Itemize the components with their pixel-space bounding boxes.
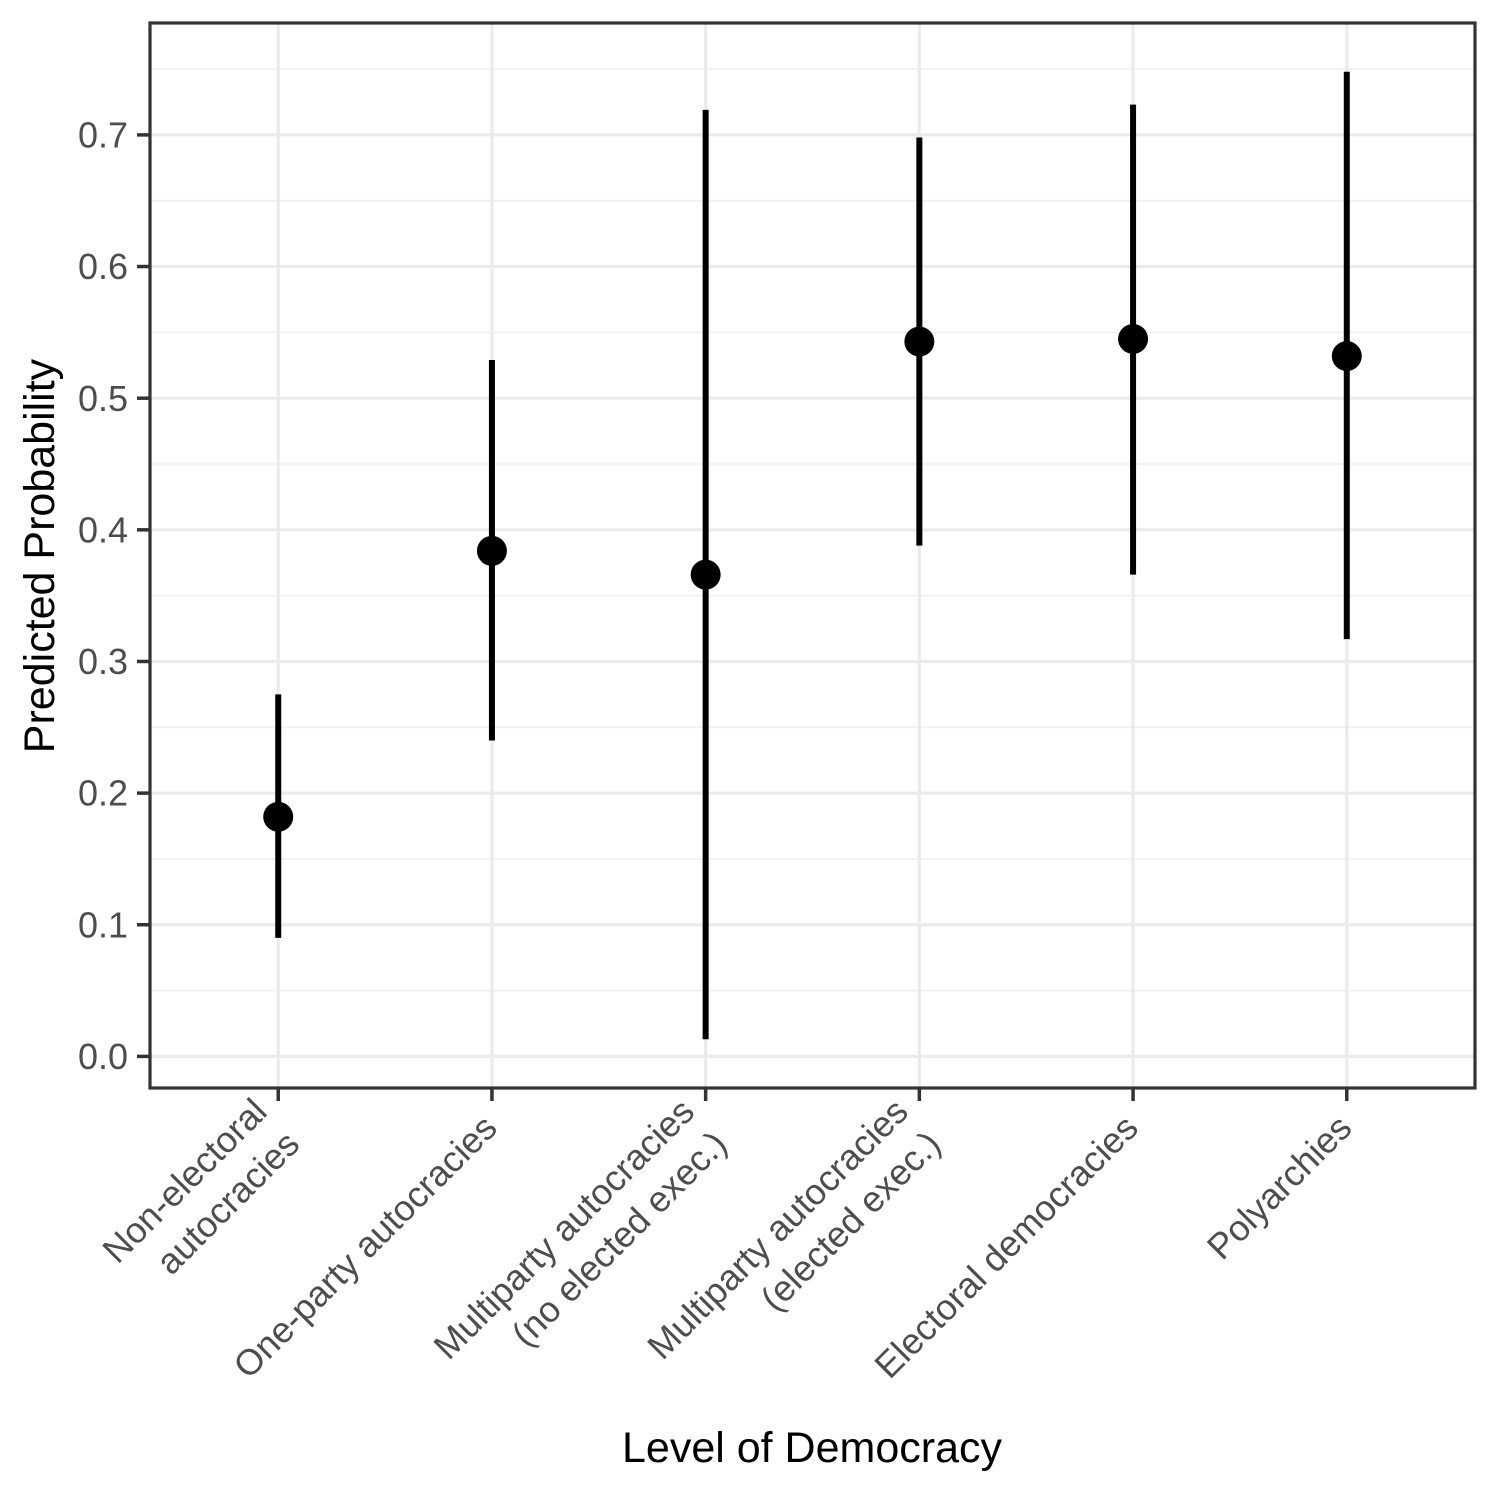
point-estimate [1331, 341, 1362, 372]
x-category-label: Non-electoralautocracies [94, 1090, 307, 1303]
y-axis-title: Predicted Probability [16, 358, 64, 753]
x-category-label: Polyarchies [1199, 1107, 1360, 1268]
point-estimate [263, 801, 294, 832]
point-estimate [1118, 323, 1149, 354]
gridlines-minor [150, 68, 1475, 992]
gridlines-major [150, 23, 1475, 1088]
point-estimate [476, 535, 507, 566]
panel-border-layer [148, 21, 1477, 1090]
point-estimate [690, 559, 721, 590]
y-tick-labels: 0.0 0.1 0.2 0.3 0.4 0.5 0.6 0.7 [78, 114, 128, 1077]
y-tick-label: 0.1 [78, 904, 128, 945]
point-estimate [904, 326, 935, 357]
y-tick-label: 0.7 [78, 114, 128, 155]
y-tick-label: 0.2 [78, 773, 128, 814]
axis-ticks [137, 133, 1349, 1101]
x-axis-title: Level of Democracy [622, 1424, 1002, 1472]
panel-border [148, 21, 1477, 1090]
y-tick-label: 0.0 [78, 1036, 128, 1077]
y-tick-label: 0.5 [78, 378, 128, 419]
data-layer [263, 71, 1362, 1040]
y-tick-label: 0.4 [78, 509, 128, 550]
y-tick-label: 0.6 [78, 246, 128, 287]
y-tick-label: 0.3 [78, 641, 128, 682]
